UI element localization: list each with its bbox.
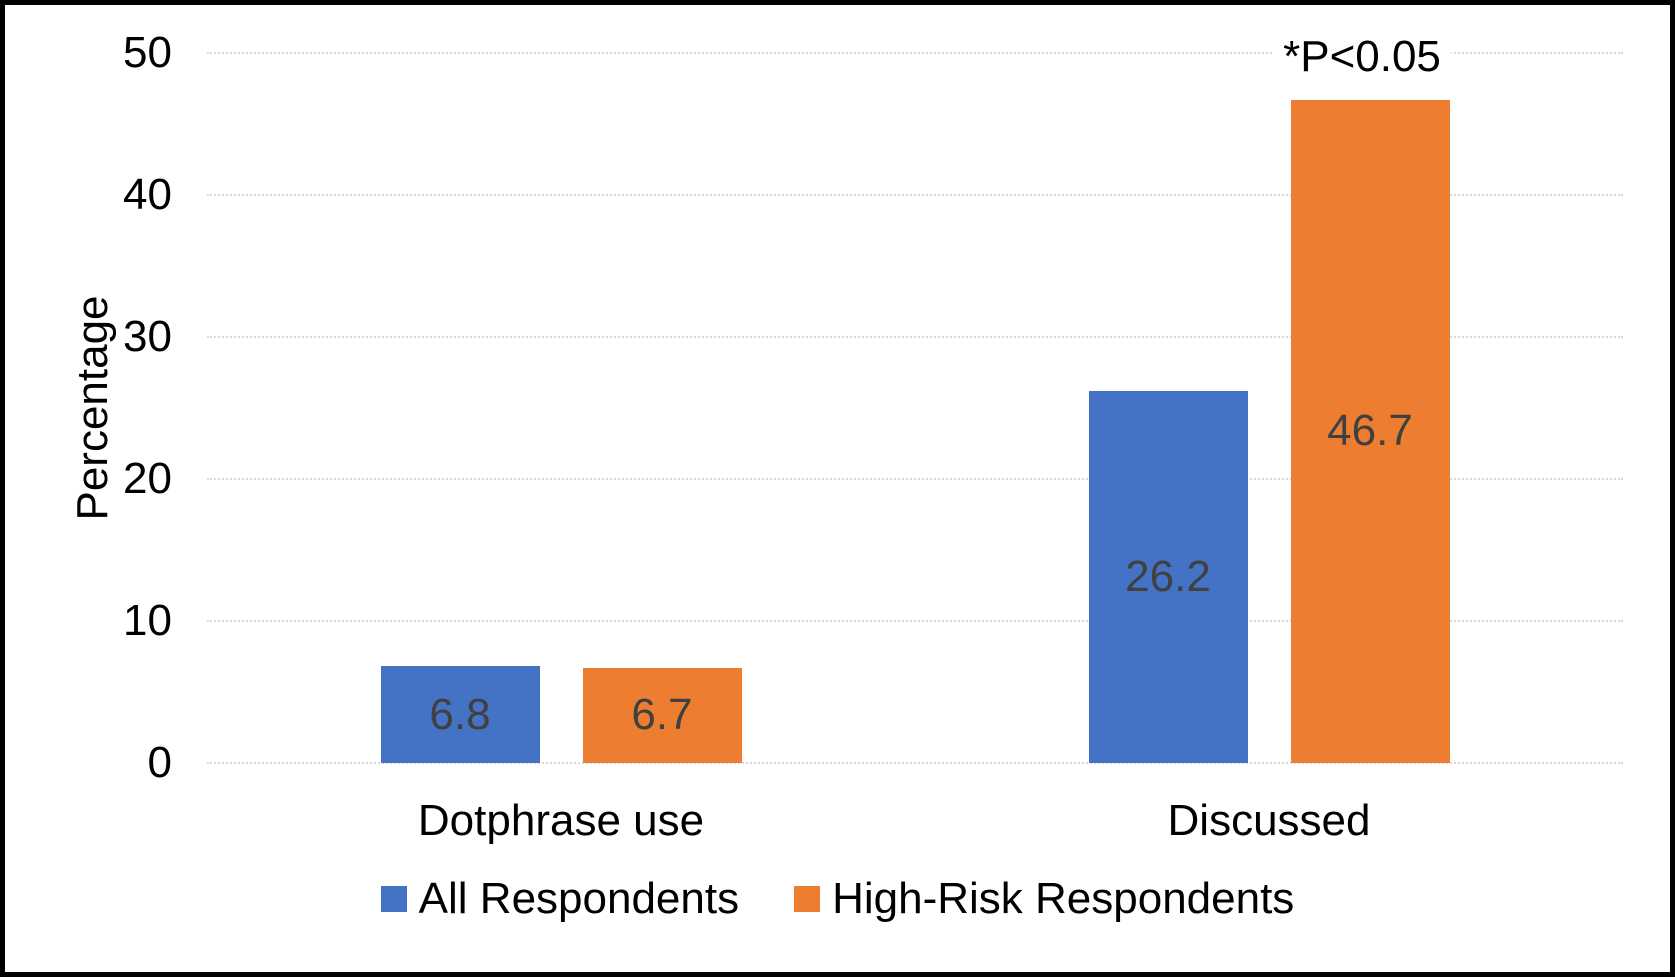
significance-annotation: *P<0.05 (1273, 32, 1451, 82)
y-gridline (207, 620, 1623, 622)
legend: All Respondents High-Risk Respondents (5, 877, 1670, 921)
bar-value-label: 6.8 (429, 689, 491, 739)
y-gridline (207, 478, 1623, 480)
legend-swatch (794, 886, 821, 912)
y-gridline (207, 194, 1623, 196)
y-axis-title: Percentage (68, 295, 117, 521)
bar-value-label: 26.2 (1125, 551, 1211, 601)
bar-value-label: 6.7 (631, 690, 693, 740)
y-tick-label: 50 (123, 28, 172, 77)
legend-item-label: All Respondents (418, 874, 740, 923)
legend-item-high-risk-respondents: High-Risk Respondents (794, 877, 1294, 921)
y-tick-label: 20 (123, 454, 172, 503)
bar-all-respondents-discussed: 26.2 (1088, 390, 1248, 763)
y-tick-label: 40 (123, 170, 172, 219)
y-gridline (207, 762, 1623, 764)
bar-all-respondents-dotphrase-use: 6.8 (380, 666, 540, 763)
bar-value-label: 46.7 (1327, 406, 1413, 456)
y-gridline (207, 336, 1623, 338)
category-label-dotphrase-use: Dotphrase use (417, 796, 705, 845)
y-tick-label: 30 (123, 312, 172, 361)
legend-item-label: High-Risk Respondents (832, 874, 1295, 923)
y-gridline (207, 52, 1623, 54)
bar-high-risk-respondents-dotphrase-use: 6.7 (582, 667, 742, 763)
y-tick-label: 0 (147, 738, 172, 787)
legend-item-all-respondents: All Respondents (380, 874, 740, 923)
category-label-discussed: Discussed (1167, 796, 1371, 845)
y-tick-label: 10 (123, 596, 172, 645)
legend-swatch (380, 886, 407, 912)
bar-high-risk-respondents-discussed: 46.7 (1290, 99, 1450, 763)
